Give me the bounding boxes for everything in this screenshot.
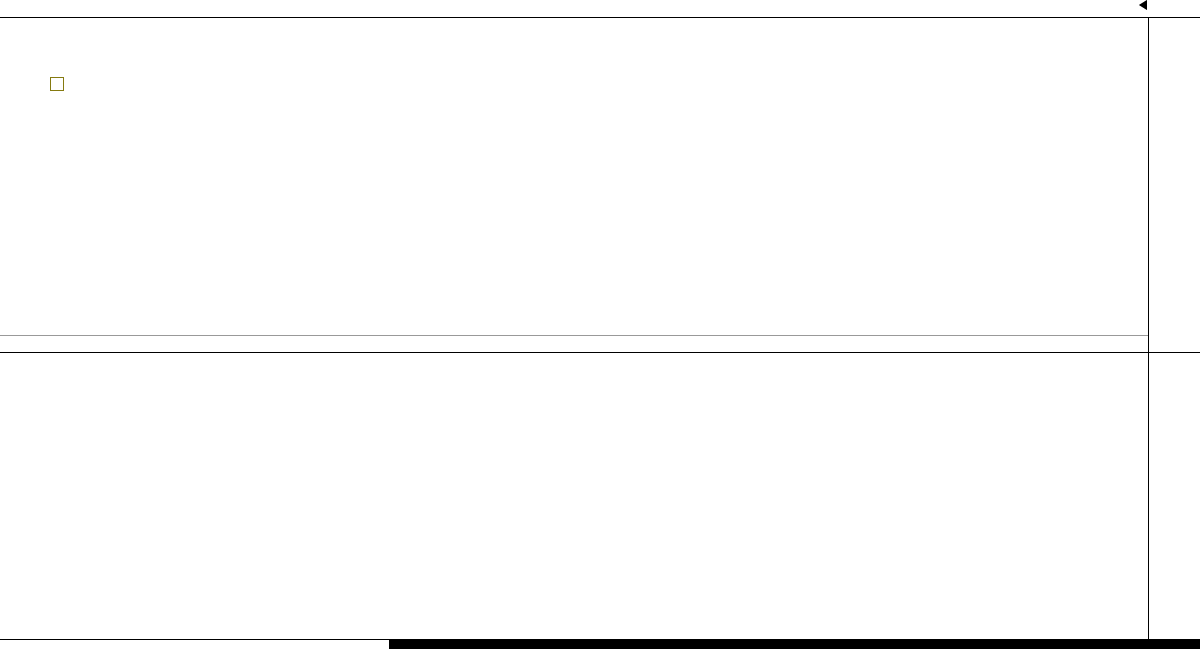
footer-black-bar	[389, 640, 1200, 649]
last-price-arrow-icon	[1139, 0, 1147, 10]
price-axis-border	[1148, 18, 1149, 639]
title-separator	[0, 17, 1200, 18]
pane-bottom-border	[0, 335, 1148, 336]
vn30-index-pane[interactable]	[0, 368, 1148, 639]
hsc-logo-red-square-icon	[36, 97, 49, 110]
hsc-logo-yellow-square-icon	[50, 77, 64, 91]
hsc-logo-darkred-square-icon	[53, 97, 66, 110]
vn30-last-price-tag	[1151, 0, 1157, 13]
footer-separator	[0, 639, 1200, 640]
pane-separator	[0, 352, 1200, 353]
vn30f-price-pane[interactable]	[0, 18, 1148, 335]
